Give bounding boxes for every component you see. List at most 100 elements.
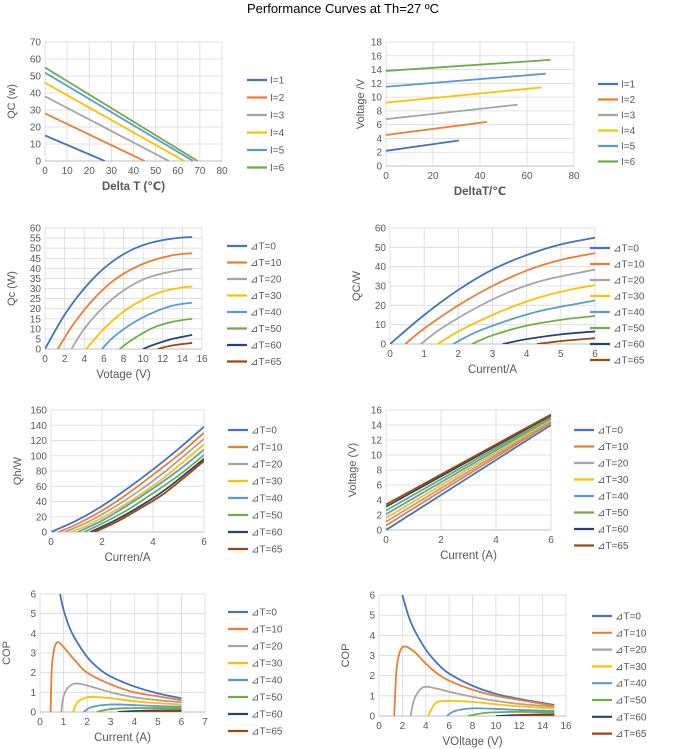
x-tick-label: 3 — [108, 717, 114, 728]
legend-label: ⊿T=60 — [597, 525, 629, 536]
y-tick-label: 35 — [30, 274, 42, 285]
y-tick-label: 2 — [376, 148, 382, 159]
y-tick-label: 16 — [371, 406, 383, 417]
legend-label: ⊿T=10 — [597, 442, 629, 453]
legend-label: ⊿T=30 — [250, 291, 282, 302]
x-tick-label: 6 — [592, 349, 598, 360]
legend-label: ⊿T=20 — [250, 275, 282, 286]
series-line — [141, 710, 182, 712]
y-tick-label: 14 — [371, 65, 383, 76]
x-tick-label: 2 — [400, 721, 406, 732]
legend-label: ⊿T=40 — [597, 492, 629, 503]
y-tick-label: 20 — [36, 512, 48, 523]
legend-label: ⊿T=10 — [615, 628, 647, 639]
x-tick-label: 14 — [537, 721, 549, 732]
legend-label: ⊿T=60 — [251, 528, 283, 539]
legend-label: I=5 — [621, 142, 636, 153]
y-tick-label: 20 — [375, 301, 387, 312]
y-tick-label: 25 — [30, 294, 42, 305]
y-tick-label: 20 — [30, 304, 42, 315]
y-tick-label: 40 — [375, 262, 387, 273]
x-tick-label: 20 — [427, 171, 439, 182]
legend-label: I=2 — [270, 93, 285, 104]
y-tick-label: 0 — [380, 340, 386, 351]
series-line — [45, 82, 185, 161]
y-tick-label: 30 — [30, 106, 42, 117]
x-tick-label: 12 — [157, 354, 169, 365]
series-line — [72, 695, 182, 712]
series-line — [90, 458, 204, 532]
y-tick-label: 5 — [30, 609, 36, 620]
legend-label: ⊿T=60 — [251, 710, 283, 721]
y-tick-label: 3 — [30, 649, 36, 660]
x-axis-title: Votage (V) — [96, 369, 151, 381]
x-tick-label: 6 — [179, 717, 185, 728]
legend-label: ⊿T=10 — [251, 443, 283, 454]
legend-label: ⊿T=65 — [251, 545, 283, 556]
series-line — [409, 685, 555, 716]
series-line — [427, 699, 555, 716]
series-line — [93, 460, 204, 532]
x-axis-title: Delta T (℃) — [102, 181, 165, 193]
legend-label: I=4 — [621, 126, 636, 137]
y-tick-label: 8 — [376, 466, 382, 477]
y-tick-label: 10 — [375, 320, 387, 331]
x-tick-label: 5 — [558, 349, 564, 360]
x-tick-label: 80 — [568, 171, 580, 182]
y-tick-label: 16 — [371, 51, 383, 62]
legend-label: I=6 — [270, 163, 285, 174]
series-line — [96, 707, 182, 712]
x-tick-label: 1 — [421, 349, 427, 360]
legend-label: ⊿T=50 — [251, 693, 283, 704]
x-tick-label: 4 — [493, 535, 499, 546]
y-tick-label: 1 — [369, 691, 375, 702]
x-tick-label: 10 — [490, 721, 502, 732]
legend-label: ⊿T=65 — [597, 541, 629, 552]
y-tick-label: 50 — [30, 72, 42, 83]
x-axis-title: Current (A) — [440, 550, 497, 562]
series-line — [45, 95, 170, 161]
x-tick-label: 5 — [155, 717, 161, 728]
y-tick-label: 2 — [30, 668, 36, 679]
x-tick-label: 2 — [456, 349, 462, 360]
legend-label: ⊿T=10 — [251, 625, 283, 636]
y-tick-label: 0 — [35, 157, 41, 168]
legend-label: ⊿T=65 — [251, 727, 283, 738]
series-line — [142, 334, 193, 349]
series-line — [452, 299, 595, 344]
legend-label: ⊿T=50 — [613, 324, 645, 335]
y-tick-label: 50 — [30, 244, 42, 255]
y-tick-label: 10 — [30, 140, 42, 151]
series-line — [386, 421, 551, 527]
y-tick-label: 0 — [30, 708, 36, 719]
series-line — [390, 236, 595, 344]
y-tick-label: 1 — [30, 688, 36, 699]
x-tick-label: 6 — [548, 535, 554, 546]
legend-label: I=1 — [270, 76, 285, 87]
legend-label: ⊿T=0 — [615, 612, 641, 623]
y-tick-label: 10 — [371, 93, 383, 104]
legend-label: ⊿T=10 — [613, 260, 645, 271]
x-tick-label: 0 — [42, 166, 48, 177]
x-tick-label: 6 — [201, 537, 207, 548]
x-tick-label: 30 — [106, 166, 118, 177]
legend-label: ⊿T=20 — [615, 645, 647, 656]
legend-label: I=2 — [621, 95, 636, 106]
y-tick-label: 50 — [375, 243, 387, 254]
series-line — [77, 448, 204, 532]
legend-label: ⊿T=65 — [615, 729, 647, 740]
x-tick-label: 70 — [194, 166, 206, 177]
legend-label: ⊿T=0 — [250, 242, 276, 253]
x-tick-label: 50 — [150, 166, 162, 177]
y-tick-label: 0 — [376, 162, 382, 173]
x-tick-label: 14 — [177, 354, 189, 365]
series-line — [467, 710, 555, 716]
x-tick-label: 2 — [62, 354, 68, 365]
y-tick-label: 14 — [371, 421, 383, 432]
y-tick-label: 40 — [30, 89, 42, 100]
legend-label: ⊿T=10 — [250, 258, 282, 269]
y-tick-label: 0 — [35, 345, 41, 356]
series-line — [70, 268, 193, 349]
legend-label: ⊿T=20 — [251, 642, 283, 653]
